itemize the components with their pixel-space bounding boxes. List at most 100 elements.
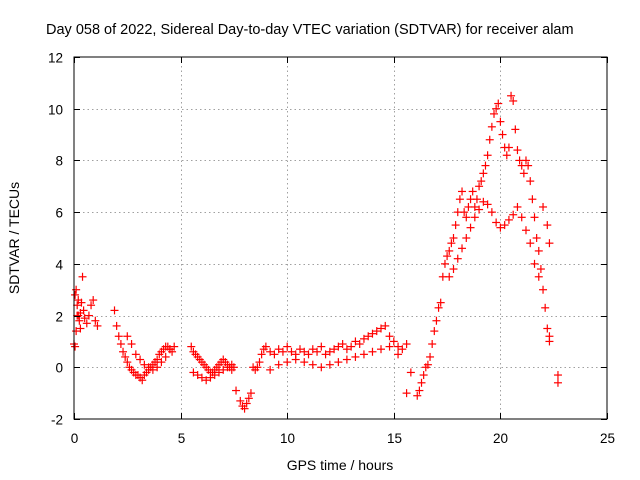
data-point — [334, 342, 343, 351]
data-point — [449, 265, 458, 274]
data-point — [161, 352, 170, 361]
data-point — [539, 285, 548, 294]
data-point — [244, 394, 253, 403]
data-point — [82, 319, 91, 328]
data-point — [73, 301, 82, 310]
data-point — [541, 303, 550, 312]
data-point — [539, 202, 548, 211]
data-point — [110, 306, 119, 315]
data-point — [206, 373, 215, 382]
data-point — [434, 303, 443, 312]
data-point — [524, 161, 533, 170]
chart-title: Day 058 of 2022, Sidereal Day-to-day VTE… — [46, 22, 574, 38]
data-point — [253, 363, 262, 372]
data-point — [121, 352, 130, 361]
data-point — [140, 360, 149, 369]
data-point — [449, 234, 458, 242]
data-point — [504, 215, 513, 224]
data-point — [76, 324, 85, 333]
x-tick-label: 25 — [600, 431, 615, 446]
data-point — [131, 350, 140, 359]
data-point — [78, 272, 87, 281]
data-point — [466, 223, 475, 232]
data-point — [153, 355, 162, 364]
data-point — [73, 311, 82, 320]
data-point — [492, 104, 501, 113]
data-point — [219, 365, 228, 374]
data-point — [377, 345, 386, 354]
data-point — [481, 161, 490, 170]
data-point — [170, 342, 179, 351]
data-point — [246, 389, 255, 398]
data-point — [232, 386, 241, 395]
data-point — [255, 358, 264, 367]
data-point — [79, 306, 88, 315]
data-point — [157, 358, 166, 367]
data-point — [187, 342, 196, 351]
data-point — [496, 117, 505, 126]
data-point — [75, 316, 84, 325]
data-point — [426, 352, 435, 361]
data-point — [72, 327, 81, 336]
data-point — [490, 109, 499, 118]
y-tick-label: 10 — [48, 103, 63, 118]
data-point — [553, 378, 562, 387]
x-tick-label: 10 — [280, 431, 295, 446]
data-points — [70, 91, 562, 413]
data-point — [123, 358, 132, 367]
data-point — [428, 340, 437, 349]
x-tick-label: 15 — [387, 431, 402, 446]
x-tick-label: 5 — [178, 431, 186, 446]
data-point — [398, 345, 407, 354]
data-point — [470, 213, 479, 222]
data-point — [153, 363, 162, 372]
data-point — [475, 182, 484, 191]
data-point — [283, 342, 292, 351]
data-point — [521, 226, 530, 235]
data-point — [291, 355, 300, 364]
x-tick-labels: 0 5 10 15 20 25 — [71, 431, 615, 446]
data-point — [330, 345, 339, 354]
y-tick-label: 4 — [55, 258, 63, 273]
y-tick-label: 12 — [48, 51, 63, 66]
data-point — [266, 347, 275, 356]
data-point — [487, 208, 496, 217]
data-point — [526, 239, 535, 248]
y-tick-label: 2 — [55, 310, 63, 325]
data-point — [165, 345, 174, 354]
data-point — [71, 290, 80, 299]
data-point — [74, 296, 83, 305]
data-point — [483, 151, 492, 160]
data-point — [447, 239, 456, 248]
data-point — [519, 169, 528, 178]
y-tick-label: 6 — [55, 206, 63, 221]
data-point — [483, 200, 492, 209]
data-point — [364, 332, 373, 341]
data-point — [368, 329, 377, 338]
data-point — [80, 314, 89, 323]
data-point — [193, 371, 202, 380]
data-point — [72, 285, 81, 294]
data-point — [270, 350, 279, 359]
data-point — [274, 345, 283, 354]
data-point — [500, 221, 509, 230]
data-point — [517, 213, 526, 222]
x-tick-label: 0 — [71, 431, 79, 446]
data-point — [377, 324, 386, 333]
data-point — [451, 221, 460, 230]
data-point — [112, 321, 121, 330]
data-point — [214, 368, 223, 377]
data-point — [423, 360, 432, 369]
data-point — [526, 177, 535, 186]
data-point — [468, 187, 477, 196]
data-point — [240, 404, 249, 413]
data-point — [334, 358, 343, 367]
data-point — [430, 327, 439, 336]
data-point — [494, 99, 503, 108]
data-point — [507, 91, 516, 100]
data-point — [89, 296, 98, 305]
data-point — [394, 350, 403, 359]
data-point — [144, 363, 153, 372]
